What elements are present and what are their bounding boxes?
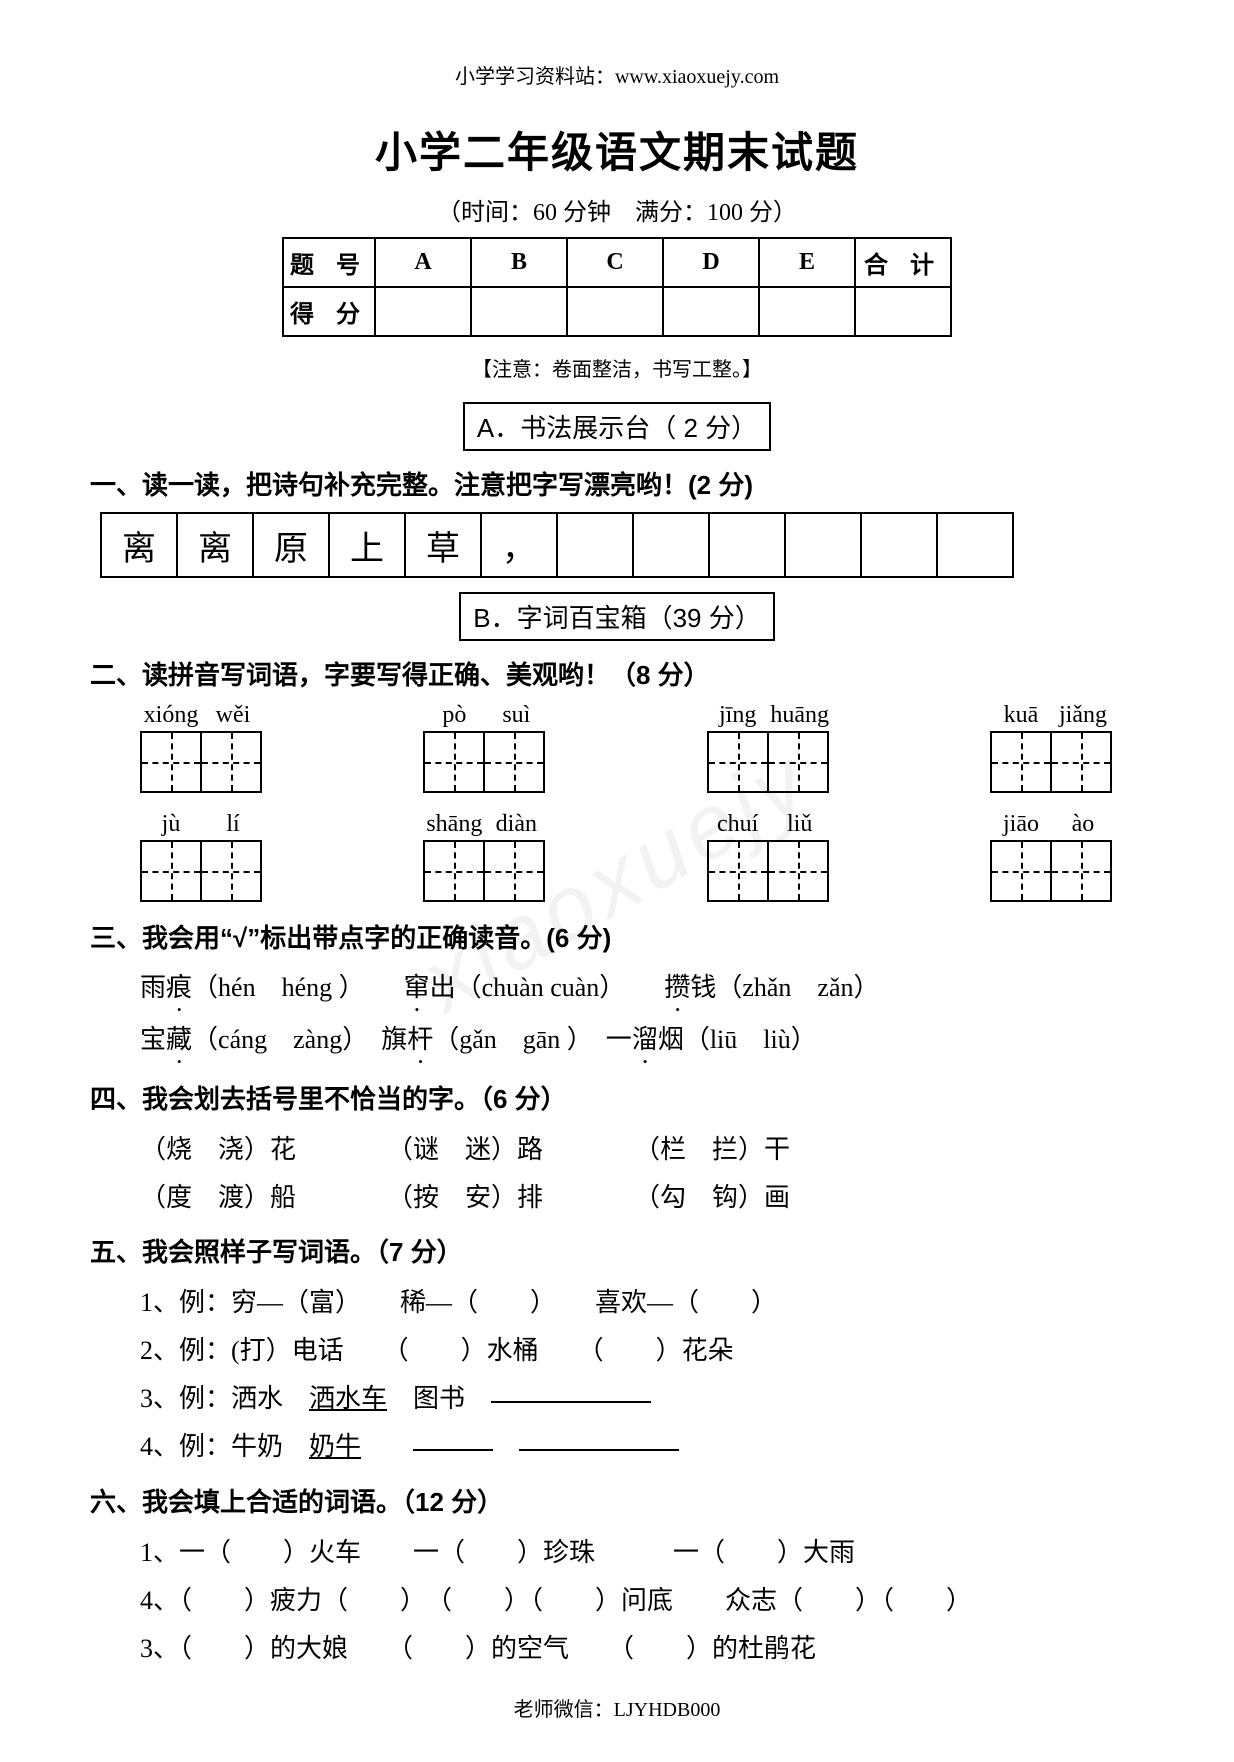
score-cell[interactable] <box>759 287 855 336</box>
q5-line3-u: 洒水车 <box>309 1384 387 1413</box>
table-row: 题 号 A B C D E 合 计 <box>283 238 951 287</box>
tian-cell[interactable] <box>767 840 829 902</box>
q6-heading: 六、我会填上合适的词语。（12 分） <box>90 1482 1144 1519</box>
q4-line2: （度 渡）船 （按 安）排 （勾 钩）画 <box>140 1174 1144 1222</box>
pinyin-block: jùlí <box>140 811 264 902</box>
tian-cell[interactable] <box>423 840 485 902</box>
subtitle: （时间：60 分钟 满分：100 分） <box>90 192 1144 227</box>
pinyin-label: jiāoào <box>990 811 1114 838</box>
blank-line[interactable] <box>519 1449 679 1451</box>
section-b-box: B．字词百宝箱（39 分） <box>459 592 775 641</box>
tian-cell[interactable] <box>200 840 262 902</box>
q5-line3: 3、例：洒水 洒水车 图书 <box>140 1375 1144 1423</box>
char-cell[interactable]: ， <box>480 512 558 578</box>
q5-line4: 4、例：牛奶 奶牛 <box>140 1423 1144 1471</box>
tian-cell[interactable] <box>707 840 769 902</box>
q2-heading: 二、读拼音写词语，字要写得正确、美观哟！（8 分） <box>90 655 1144 692</box>
score-cell[interactable] <box>471 287 567 336</box>
pinyin-label: jīnghuāng <box>707 702 831 729</box>
char-cell[interactable] <box>708 512 786 578</box>
score-table: 题 号 A B C D E 合 计 得 分 <box>282 237 952 337</box>
pinyin-block: jīnghuāng <box>707 702 831 793</box>
pinyin-label: xióngwěi <box>140 702 264 729</box>
q6-line2: 4、（ ）疲力（ ） （ ）（ ）问底 众志（ ）（ ） <box>140 1577 1144 1625</box>
q5-line1: 1、例：穷—（富） 稀—（ ） 喜欢—（ ） <box>140 1279 1144 1327</box>
pinyin-label: jùlí <box>140 811 264 838</box>
q5-line4-a: 4、例：牛奶 <box>140 1432 309 1461</box>
tian-cell[interactable] <box>990 840 1052 902</box>
q4-line1: （烧 浇）花 （谜 迷）路 （栏 拦）干 <box>140 1126 1144 1174</box>
q5-line3-a: 3、例：洒水 <box>140 1384 309 1413</box>
col-a: A <box>375 238 471 287</box>
score-cell[interactable] <box>855 287 951 336</box>
q2-row2: jùlí shāngdiàn chuíliǔ jiāoào <box>140 811 1114 902</box>
tian-cell[interactable] <box>1050 840 1112 902</box>
char-cell[interactable] <box>860 512 938 578</box>
page-title: 小学二年级语文期末试题 <box>90 119 1144 180</box>
q2-row1: xióngwěi pòsuì jīnghuāng kuājiǎng <box>140 702 1114 793</box>
char-cell[interactable] <box>556 512 634 578</box>
row-label: 题 号 <box>283 238 375 287</box>
row-label: 得 分 <box>283 287 375 336</box>
col-c: C <box>567 238 663 287</box>
col-d: D <box>663 238 759 287</box>
footer-text: 老师微信：LJYHDB000 <box>90 1693 1144 1722</box>
char-cell[interactable]: 草 <box>404 512 482 578</box>
score-cell[interactable] <box>663 287 759 336</box>
tian-cell[interactable] <box>483 731 545 793</box>
tian-cell[interactable] <box>483 840 545 902</box>
col-e: E <box>759 238 855 287</box>
q5-heading: 五、我会照样子写词语。（7 分） <box>90 1232 1144 1269</box>
char-cell[interactable]: 离 <box>176 512 254 578</box>
col-b: B <box>471 238 567 287</box>
score-cell[interactable] <box>375 287 471 336</box>
blank-line[interactable] <box>491 1401 651 1403</box>
pinyin-label: pòsuì <box>423 702 547 729</box>
tian-cell[interactable] <box>767 731 829 793</box>
char-cell[interactable] <box>936 512 1014 578</box>
tian-cell[interactable] <box>140 731 202 793</box>
pinyin-block: kuājiǎng <box>990 702 1114 793</box>
pinyin-block: xióngwěi <box>140 702 264 793</box>
header-link: 小学学习资料站：www.xiaoxuejy.com <box>90 60 1144 89</box>
q1-heading: 一、读一读，把诗句补充完整。注意把字写漂亮哟！(2 分) <box>90 465 1144 502</box>
q5-line4-u: 奶牛 <box>309 1432 361 1461</box>
table-row: 得 分 <box>283 287 951 336</box>
char-cell[interactable]: 原 <box>252 512 330 578</box>
char-cell[interactable]: 离 <box>100 512 178 578</box>
tian-cell[interactable] <box>707 731 769 793</box>
q6-line3: 3、（ ）的大娘 （ ）的空气 （ ）的杜鹃花 <box>140 1625 1144 1673</box>
q3-line2: 宝藏（cáng zàng） 旗杆（gǎn gān ） 一溜烟（liū liù） <box>140 1017 1144 1069</box>
q4-heading: 四、我会划去括号里不恰当的字。（6 分） <box>90 1079 1144 1116</box>
q3-heading: 三、我会用“√”标出带点字的正确读音。(6 分) <box>90 918 1144 955</box>
pinyin-label: shāngdiàn <box>423 811 547 838</box>
note-text: 【注意：卷面整洁，书写工整。】 <box>90 353 1144 382</box>
tian-cell[interactable] <box>200 731 262 793</box>
pinyin-block: pòsuì <box>423 702 547 793</box>
q3-line1: 雨痕（hén héng ） 窜出（chuàn cuàn） 攒钱（zhǎn zǎn… <box>140 965 1144 1017</box>
tian-cell[interactable] <box>423 731 485 793</box>
pinyin-block: jiāoào <box>990 811 1114 902</box>
pinyin-label: chuíliǔ <box>707 811 831 838</box>
score-cell[interactable] <box>567 287 663 336</box>
section-a-box: A．书法展示台（ 2 分） <box>463 402 771 451</box>
blank-line[interactable] <box>413 1449 493 1451</box>
q5-line3-b: 图书 <box>387 1384 491 1413</box>
pinyin-block: chuíliǔ <box>707 811 831 902</box>
q1-char-grid: 离 离 原 上 草 ， <box>100 512 1144 578</box>
pinyin-block: shāngdiàn <box>423 811 547 902</box>
char-cell[interactable] <box>632 512 710 578</box>
pinyin-label: kuājiǎng <box>990 702 1114 729</box>
char-cell[interactable] <box>784 512 862 578</box>
q5-line2: 2、例：(打）电话 （ ）水桶 （ ）花朵 <box>140 1327 1144 1375</box>
col-total: 合 计 <box>855 238 951 287</box>
tian-cell[interactable] <box>1050 731 1112 793</box>
q6-line1: 1、一（ ）火车 一（ ）珍珠 一（ ）大雨 <box>140 1529 1144 1577</box>
char-cell[interactable]: 上 <box>328 512 406 578</box>
tian-cell[interactable] <box>990 731 1052 793</box>
tian-cell[interactable] <box>140 840 202 902</box>
